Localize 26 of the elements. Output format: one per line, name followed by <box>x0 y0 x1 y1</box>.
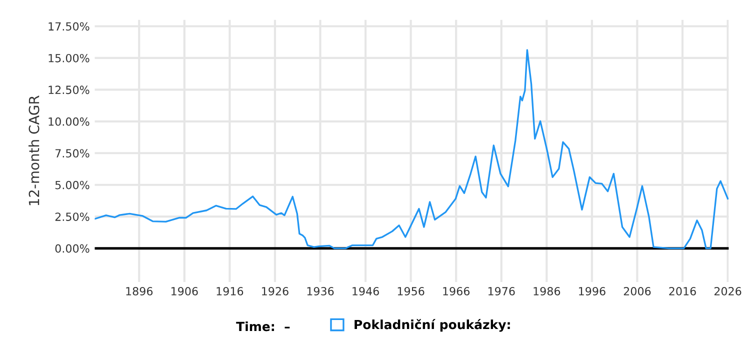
y-tick-label: 0.00% <box>55 244 90 253</box>
x-tick-label: 1966 <box>443 287 470 296</box>
x-tick-label: 1986 <box>534 287 560 296</box>
x-tick-label: 1996 <box>579 287 606 296</box>
y-tick-label: 12.50% <box>48 86 90 94</box>
y-tick-label: 7.50% <box>56 149 90 158</box>
x-tick-label: 1906 <box>171 287 198 296</box>
y-tick-label: 10.00% <box>48 117 90 126</box>
x-tick-label: 2006 <box>624 287 651 296</box>
x-tick-label: 2026 <box>714 287 742 296</box>
line-series <box>94 49 729 250</box>
y-tick-label: 15.00% <box>48 54 90 62</box>
x-tick-label: 2016 <box>669 287 696 296</box>
x-tick-label: 1976 <box>488 287 515 296</box>
text: Time: – <box>236 322 290 332</box>
y-tick-label: 2.50% <box>55 212 90 221</box>
x-tick-label: 1936 <box>307 287 334 296</box>
legend-label: Pokladniční poukázky: <box>354 319 510 332</box>
x-tick-label: 1916 <box>216 287 244 296</box>
y-tick-label: 5.00% <box>55 180 90 190</box>
x-tick-label: 1926 <box>262 287 288 296</box>
y-tick-label: 17.50% <box>48 22 90 31</box>
y-axis-title: 12-month CAGR <box>28 96 40 206</box>
x-tick-label: 1956 <box>398 287 424 296</box>
x-tick-label: 1896 <box>126 287 153 296</box>
x-tick-label: 1946 <box>352 287 379 296</box>
